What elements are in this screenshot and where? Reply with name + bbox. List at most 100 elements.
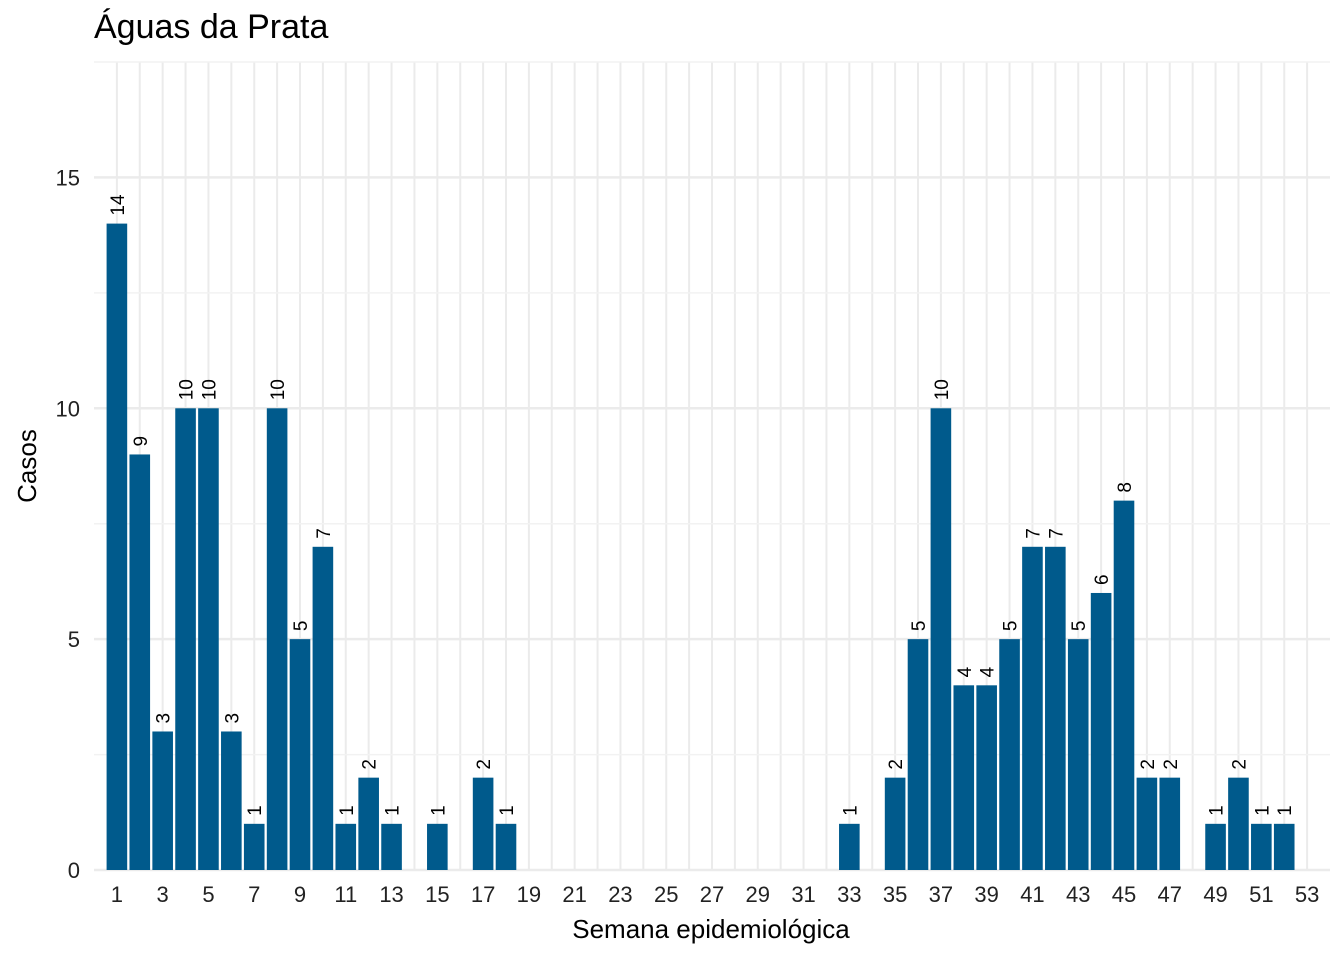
x-tick-label: 13 bbox=[379, 882, 403, 907]
x-tick-label: 31 bbox=[791, 882, 815, 907]
bar bbox=[495, 823, 517, 870]
x-tick-label: 53 bbox=[1295, 882, 1319, 907]
bar-value-label: 10 bbox=[199, 379, 220, 400]
bar bbox=[106, 223, 128, 871]
bar bbox=[152, 731, 173, 870]
bar bbox=[1251, 823, 1272, 870]
bar-value-label: 4 bbox=[955, 666, 976, 677]
x-tick-label: 11 bbox=[334, 882, 357, 907]
bar bbox=[930, 408, 952, 870]
x-tick-label: 25 bbox=[654, 882, 678, 907]
x-tick-label: 41 bbox=[1020, 882, 1044, 907]
x-tick-label: 35 bbox=[883, 882, 907, 907]
bar-value-label: 2 bbox=[1138, 759, 1159, 770]
bar-value-label: 8 bbox=[1115, 482, 1136, 493]
y-axis-ticks: 0 5 10 15 bbox=[56, 165, 80, 883]
x-axis-ticks: 1 3 5 7 9 11 13 15 17 19 21 23 25 27 29 31 33 35 37 39 41 43 4… bbox=[111, 882, 1320, 907]
x-axis-title: Semana epidemiológica bbox=[572, 914, 850, 944]
bar-value-label: 5 bbox=[1001, 621, 1022, 632]
bar bbox=[243, 823, 265, 870]
x-tick-label: 1 bbox=[111, 882, 123, 907]
x-tick-label: 29 bbox=[746, 882, 770, 907]
bar bbox=[198, 408, 219, 870]
bar-value-label: 1 bbox=[383, 805, 404, 816]
x-tick-label: 39 bbox=[974, 882, 998, 907]
bar bbox=[358, 777, 379, 870]
bar bbox=[289, 639, 311, 870]
bar-value-label: 1 bbox=[245, 805, 266, 816]
chart-title: Águas da Prata bbox=[94, 8, 329, 46]
bar bbox=[221, 731, 242, 870]
y-tick-label: 15 bbox=[56, 165, 80, 190]
bar-value-label: 2 bbox=[360, 759, 381, 770]
bar bbox=[839, 823, 860, 870]
bar bbox=[976, 685, 997, 870]
bar-value-label: 3 bbox=[154, 713, 175, 724]
bar bbox=[999, 639, 1020, 870]
x-tick-label: 19 bbox=[517, 882, 541, 907]
y-tick-label: 10 bbox=[56, 396, 80, 421]
bar-value-label: 1 bbox=[1252, 805, 1273, 816]
bar-value-label: 7 bbox=[314, 528, 335, 539]
x-tick-label: 43 bbox=[1066, 882, 1090, 907]
bar-value-label: 2 bbox=[1229, 759, 1250, 770]
bar-value-label: 10 bbox=[177, 379, 198, 400]
bar bbox=[175, 408, 196, 870]
bar-value-label: 6 bbox=[1092, 574, 1113, 585]
bar-value-label: 9 bbox=[131, 436, 152, 447]
bar-value-label: 7 bbox=[1046, 528, 1067, 539]
bar-value-label: 2 bbox=[1161, 759, 1182, 770]
x-tick-label: 47 bbox=[1158, 882, 1182, 907]
bar-value-label: 1 bbox=[1275, 805, 1296, 816]
bar-value-label: 2 bbox=[474, 759, 495, 770]
bar-value-label: 7 bbox=[1023, 528, 1044, 539]
bar-value-label: 1 bbox=[497, 805, 518, 816]
bar bbox=[1136, 777, 1158, 870]
bar bbox=[381, 823, 402, 870]
bar-value-label: 1 bbox=[840, 805, 861, 816]
bar-value-label: 14 bbox=[108, 194, 129, 216]
bar bbox=[129, 454, 151, 870]
x-tick-label: 33 bbox=[837, 882, 861, 907]
bar bbox=[1228, 777, 1249, 870]
bar-value-label: 1 bbox=[1207, 805, 1228, 816]
bar bbox=[1067, 639, 1089, 870]
bar-value-label: 5 bbox=[909, 621, 930, 632]
bar bbox=[1113, 500, 1135, 870]
bar bbox=[1205, 823, 1226, 870]
bar-value-label: 4 bbox=[978, 666, 999, 677]
x-tick-label: 27 bbox=[700, 882, 724, 907]
bar bbox=[1273, 823, 1295, 870]
x-tick-label: 45 bbox=[1112, 882, 1136, 907]
bar bbox=[1045, 546, 1066, 870]
y-tick-label: 0 bbox=[68, 858, 80, 883]
bar bbox=[312, 546, 334, 870]
bar bbox=[1090, 592, 1112, 870]
x-tick-label: 23 bbox=[608, 882, 632, 907]
y-axis-title: Casos bbox=[12, 429, 42, 503]
x-tick-label: 17 bbox=[471, 882, 495, 907]
bar-value-label: 1 bbox=[337, 805, 358, 816]
bar bbox=[953, 685, 975, 870]
bar-value-label: 2 bbox=[886, 759, 907, 770]
bars bbox=[106, 223, 1295, 871]
x-tick-label: 21 bbox=[562, 882, 586, 907]
y-tick-label: 5 bbox=[68, 627, 80, 652]
bar-value-label: 10 bbox=[932, 379, 953, 400]
x-tick-label: 5 bbox=[202, 882, 214, 907]
bar-value-label: 5 bbox=[291, 621, 312, 632]
bar-value-label: 3 bbox=[222, 713, 243, 724]
x-tick-label: 15 bbox=[425, 882, 449, 907]
bar bbox=[427, 823, 448, 870]
bar bbox=[1022, 546, 1043, 870]
bar bbox=[472, 777, 494, 870]
bar bbox=[335, 823, 357, 870]
bar-value-label: 1 bbox=[428, 805, 449, 816]
bar bbox=[907, 639, 929, 870]
bar-value-label: 5 bbox=[1069, 621, 1090, 632]
bar bbox=[884, 777, 906, 870]
x-tick-label: 51 bbox=[1249, 882, 1273, 907]
bar-value-label: 10 bbox=[268, 379, 289, 400]
